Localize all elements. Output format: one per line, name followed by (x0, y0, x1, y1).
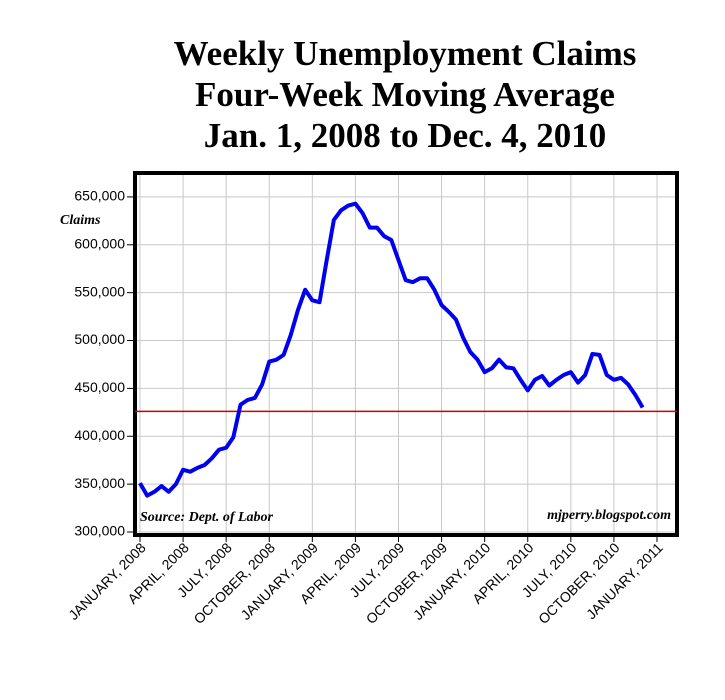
data-line (138, 201, 645, 498)
chart-title: Four-Week Moving Average (195, 75, 615, 114)
y-tick-label: 350,000 (74, 475, 125, 491)
y-tick-label: 500,000 (74, 331, 125, 347)
chart-title: Jan. 1, 2008 to Dec. 4, 2010 (204, 116, 606, 155)
x-tick-label: JANUARY, 2011 (583, 539, 666, 622)
credit-note: mjperry.blogspot.com (547, 508, 671, 523)
y-tick-label: 450,000 (74, 379, 125, 395)
y-axis-label: Claims (60, 213, 101, 228)
x-tick-label: JANUARY, 2009 (237, 539, 321, 623)
x-tick-label: JANUARY, 2010 (410, 539, 494, 623)
y-tick-label: 550,000 (74, 283, 125, 299)
y-tick-label: 300,000 (74, 523, 125, 539)
x-tick-label: JANUARY, 2008 (65, 539, 149, 623)
y-tick-label: 400,000 (74, 427, 125, 443)
plot-frame (133, 171, 679, 537)
source-note: Source: Dept. of Labor (140, 510, 274, 525)
y-tick-label: 650,000 (74, 188, 125, 204)
chart-title: Weekly Unemployment Claims (174, 34, 637, 73)
y-tick-label: 600,000 (74, 236, 125, 252)
